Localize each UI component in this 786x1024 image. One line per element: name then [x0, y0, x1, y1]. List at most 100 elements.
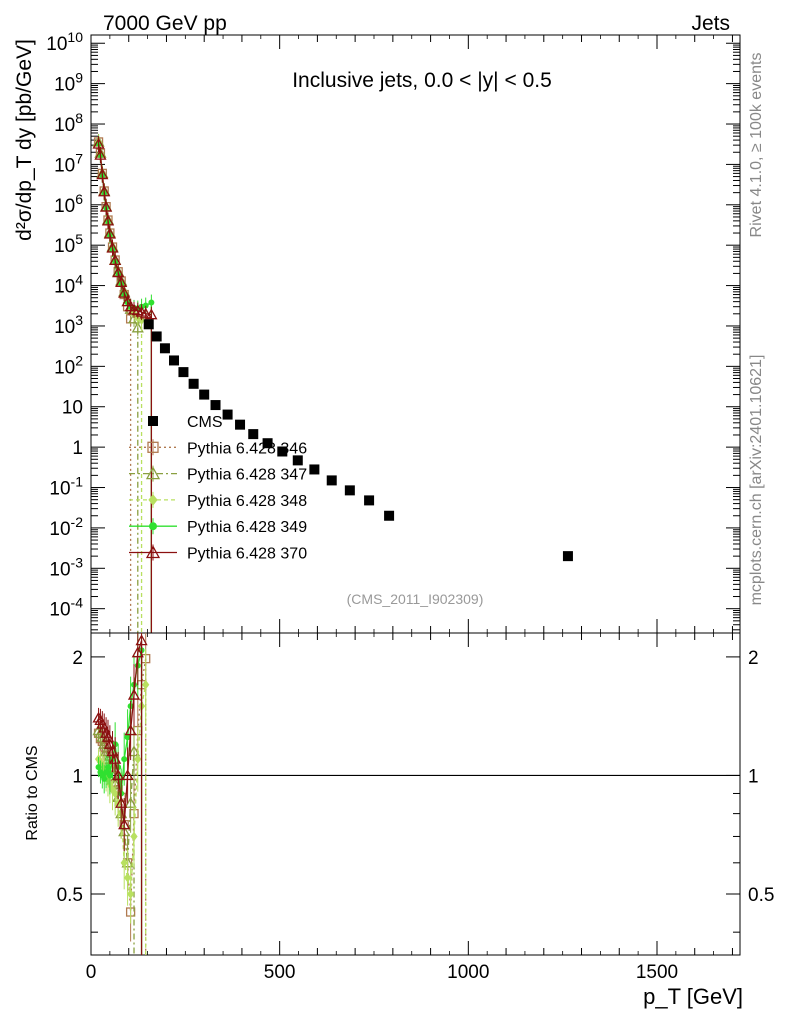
data-point — [118, 286, 131, 298]
data-point — [344, 485, 355, 496]
ratio-y-tick-label-right: 1 — [748, 766, 759, 787]
data-point — [159, 343, 170, 354]
mc-series-group — [92, 133, 158, 633]
data-point — [151, 331, 162, 342]
legend-marker — [149, 522, 157, 531]
data-point — [106, 241, 119, 253]
legend-label: Pythia 6.428 347 — [187, 467, 307, 484]
ratio-data-point — [120, 857, 128, 868]
data-point — [143, 319, 154, 330]
data-point — [98, 185, 111, 197]
legend: CMS Pythia 6.428 346 Pythia 6.428 347 Pythi… — [129, 414, 307, 563]
category-label: Jets — [691, 12, 730, 35]
legend-item-pythia-6-428-347: Pythia 6.428 347 — [129, 465, 307, 484]
data-point — [145, 308, 158, 320]
y-tick-label: 107 — [54, 150, 83, 176]
data-point — [188, 378, 199, 389]
legend-item-pythia-6-428-346: Pythia 6.428 346 — [129, 439, 307, 457]
data-point — [94, 148, 107, 160]
ratio-data-point — [124, 734, 131, 741]
main-panel: 10-4 10-3 10-2 10-1 1 10 102 103 104 105 106 107 108… — [13, 29, 741, 634]
series-pythia-6-428-348 — [94, 134, 146, 633]
data-point — [562, 551, 573, 562]
ratio-data-point — [121, 769, 134, 781]
ratio-data-point — [123, 872, 132, 883]
analysis-annotation: (CMS_2011_I902309) — [347, 591, 484, 607]
rivet-version-label: Rivet 4.1.0, ≥ 100k events — [748, 53, 765, 238]
y-tick-label: 108 — [54, 110, 83, 136]
data-point — [99, 200, 113, 212]
ratio-series-pythia-6-428-348 — [94, 649, 150, 955]
ratio-y-tick-label: 0.5 — [57, 885, 83, 906]
ratio-data-point — [131, 646, 144, 658]
series-cms — [143, 319, 573, 562]
series-pythia-6-428-370 — [92, 136, 158, 633]
ratio-y-tick-label-right: 0.5 — [748, 885, 774, 906]
data-point — [96, 168, 109, 180]
data-point — [277, 446, 288, 457]
x-tick-label: 0 — [86, 962, 97, 983]
data-point — [115, 276, 128, 288]
x-tick-label: 500 — [264, 962, 296, 983]
series-pythia-6-428-349 — [95, 135, 155, 633]
ratio-series-line — [97, 658, 147, 913]
y-tick-label: 10-1 — [49, 474, 83, 500]
mcplots-source-label: mcplots.cern.ch [arXiv:2401.10621] — [748, 355, 765, 606]
ratio-y-axis-label: Ratio to CMS — [24, 745, 41, 840]
data-point — [292, 455, 303, 466]
y-tick-label: 10-3 — [49, 554, 83, 580]
data-point — [309, 464, 320, 475]
legend-marker — [148, 494, 158, 506]
ratio-y-tick-label: 1 — [72, 766, 83, 787]
y-tick-label: 10 — [62, 398, 83, 419]
data-point — [101, 214, 115, 226]
ratio-data-point — [127, 688, 141, 700]
ratio-data-point — [126, 889, 135, 899]
data-point — [235, 419, 246, 430]
legend-item-pythia-6-428-349: Pythia 6.428 349 — [129, 518, 307, 536]
legend-label: Pythia 6.428 370 — [187, 546, 307, 563]
main-plot-frame — [90, 34, 741, 634]
x-axis-label: p_T [GeV] — [643, 984, 743, 1009]
x-tick-label: 1000 — [447, 962, 489, 983]
data-point — [103, 227, 116, 239]
data-point — [92, 137, 105, 149]
ratio-data-point — [99, 745, 113, 757]
data-point — [199, 389, 210, 400]
legend-marker — [148, 416, 158, 426]
legend-item-cms: CMS — [148, 414, 223, 431]
legend-label: Pythia 6.428 346 — [187, 440, 307, 457]
data-point — [142, 302, 149, 309]
y-tick-label: 109 — [54, 70, 83, 96]
legend-marker — [145, 545, 161, 559]
chart-title: Inclusive jets, 0.0 < |y| < 0.5 — [292, 69, 552, 92]
data-point — [131, 321, 144, 333]
data-point — [112, 266, 125, 278]
ratio-y-tick-label: 2 — [72, 648, 83, 669]
y-tick-label: 104 — [54, 272, 83, 298]
legend-label: CMS — [187, 414, 223, 431]
y-tick-label: 106 — [54, 191, 83, 217]
series-pythia-6-428-347 — [92, 133, 144, 633]
ratio-y-tick-label-right: 2 — [748, 648, 759, 669]
data-point — [248, 429, 259, 440]
y-tick-label: 1010 — [46, 29, 83, 55]
legend-label: Pythia 6.428 349 — [187, 519, 307, 536]
ratio-data-point — [118, 818, 131, 830]
y-tick-label: 10-4 — [49, 595, 83, 621]
ratio-series-pythia-6-428-370 — [92, 633, 148, 955]
data-point — [121, 295, 134, 307]
data-point — [127, 303, 141, 315]
ratio-data-point — [115, 796, 128, 808]
legend-marker — [147, 441, 159, 453]
ratio-data-point — [124, 796, 137, 808]
ratio-data-point — [121, 756, 128, 763]
ratio-data-point — [109, 752, 122, 764]
data-point — [139, 307, 152, 319]
y-tick-label: 105 — [54, 231, 83, 257]
data-point — [109, 254, 122, 266]
legend-item-pythia-6-428-348: Pythia 6.428 348 — [129, 491, 307, 510]
data-point — [178, 367, 189, 378]
collision-energy-label: 7000 GeV pp — [103, 12, 227, 35]
